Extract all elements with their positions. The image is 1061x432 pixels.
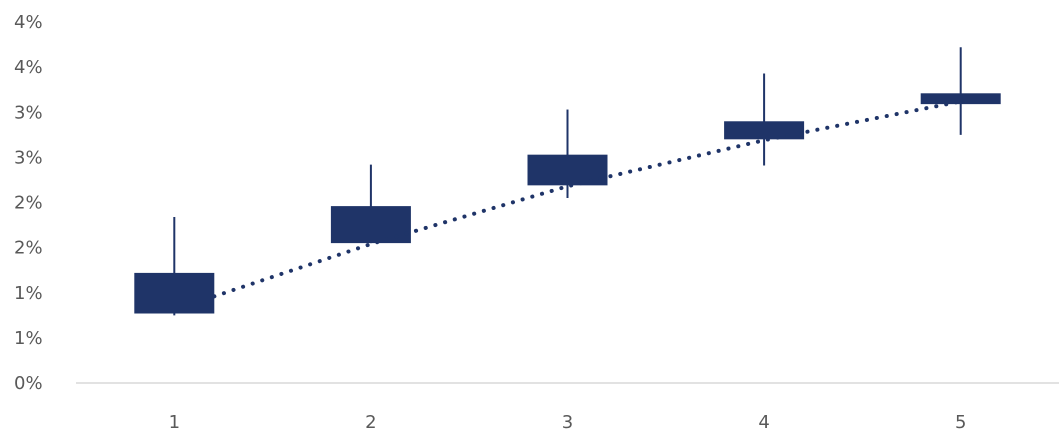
- y-tick-label: 4%: [14, 12, 43, 33]
- x-tick-label: 1: [169, 412, 180, 432]
- candle-body: [134, 272, 215, 314]
- candle: [134, 216, 215, 316]
- x-tick-label: 4: [758, 412, 769, 432]
- y-tick-label: 1%: [14, 283, 43, 304]
- candles: [134, 47, 1001, 316]
- candle: [527, 109, 608, 198]
- candle: [920, 47, 1001, 135]
- y-tick-label: 2%: [14, 193, 43, 214]
- candle: [330, 164, 411, 244]
- y-tick-label: 1%: [14, 328, 43, 349]
- candle-body: [527, 154, 608, 186]
- x-tick-label: 2: [365, 412, 376, 432]
- x-tick-label: 3: [562, 412, 573, 432]
- y-tick-label: 0%: [14, 373, 43, 394]
- y-tick-label: 3%: [14, 102, 43, 123]
- y-tick-label: 2%: [14, 238, 43, 259]
- x-axis-labels: 1 2 3 4 5: [169, 412, 967, 432]
- y-axis-labels: 0% 1% 1% 2% 2% 3% 3% 4% 4%: [14, 12, 43, 394]
- candle-body: [330, 206, 411, 244]
- candle-body: [920, 93, 1001, 105]
- y-tick-label: 4%: [14, 57, 43, 78]
- y-tick-label: 3%: [14, 147, 43, 168]
- x-tick-label: 5: [955, 412, 966, 432]
- trendline: [212, 99, 963, 299]
- candle: [724, 73, 805, 166]
- candle-body: [724, 121, 805, 140]
